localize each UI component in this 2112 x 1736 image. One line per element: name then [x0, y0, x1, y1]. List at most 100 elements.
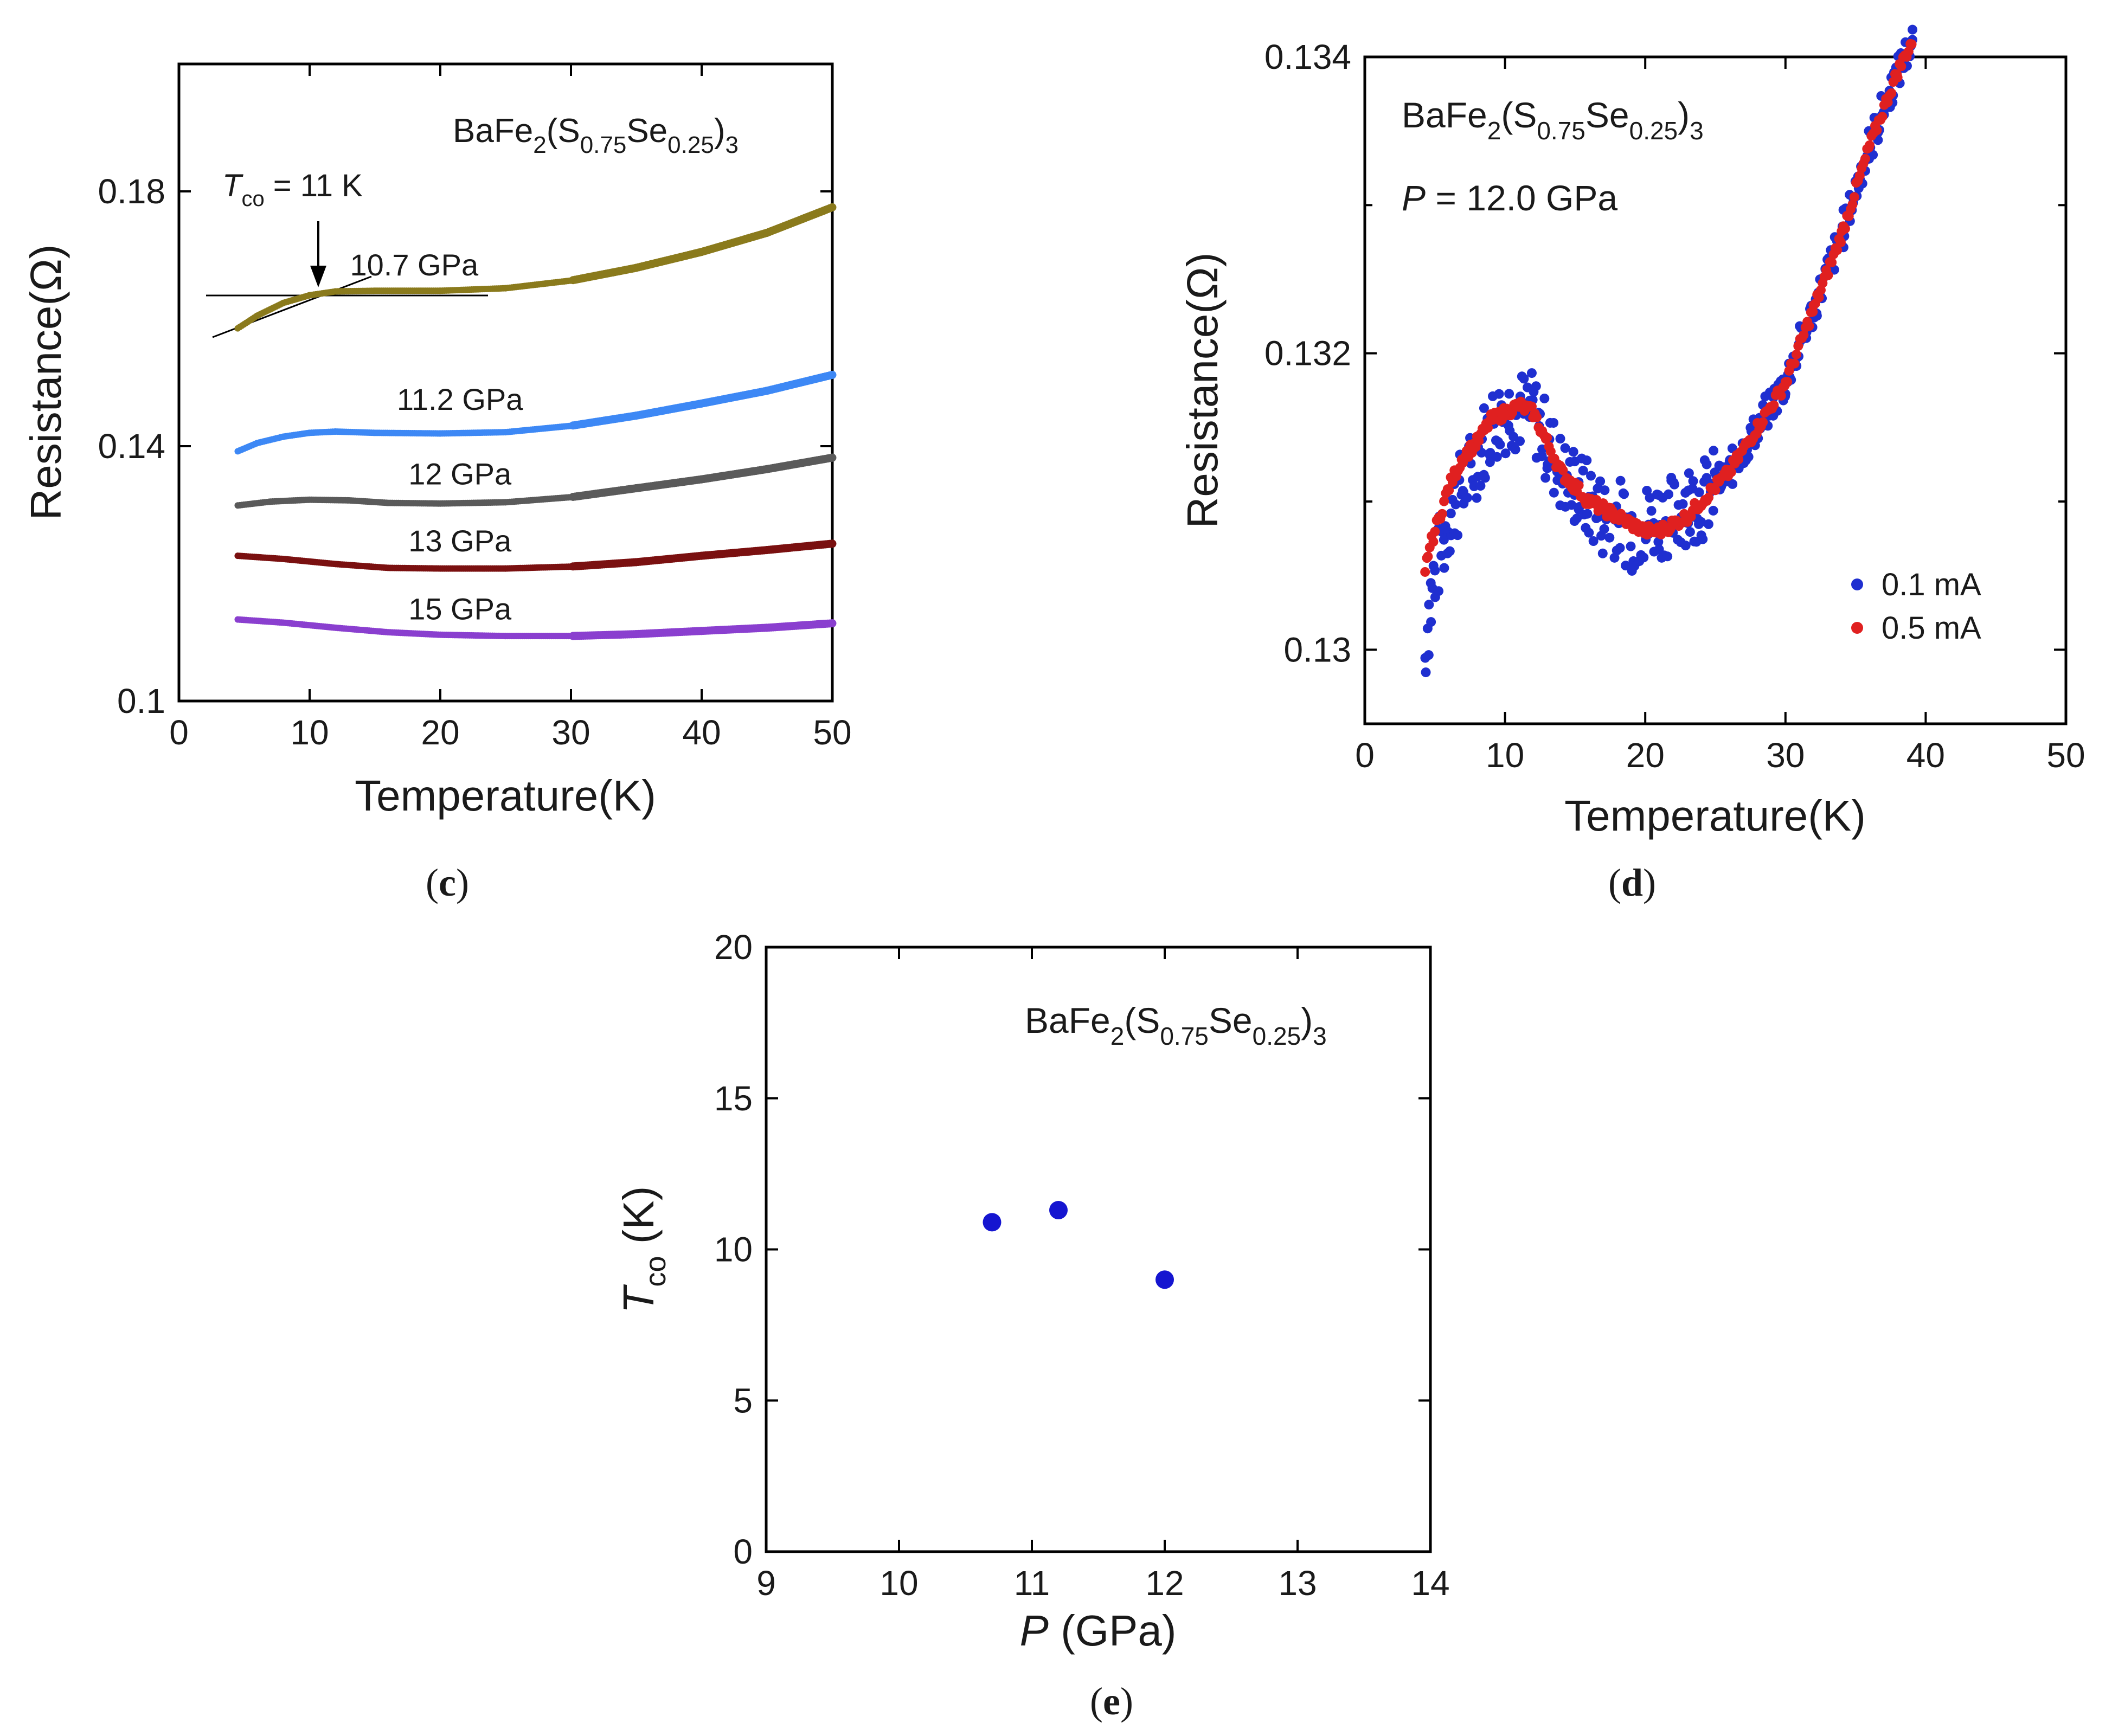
d-point-0p1ma — [1696, 517, 1706, 527]
e-compound-label: BaFe2(S0.75Se0.25)3 — [1025, 1000, 1327, 1050]
d-point-0p1ma — [1423, 650, 1434, 660]
d-point-0p5ma — [1791, 349, 1801, 359]
d-point-0p1ma — [1439, 563, 1449, 573]
d-point-0p1ma — [1519, 374, 1529, 384]
d-y-axis-label: Resistance(Ω) — [1178, 253, 1227, 529]
d-point-0p1ma — [1597, 548, 1608, 558]
c-series-label: 15 GPa — [408, 592, 512, 626]
e-x-tick-label: 13 — [1278, 1564, 1317, 1603]
c-tco-arrow-head — [310, 266, 326, 287]
d-point-0p1ma — [1567, 500, 1577, 510]
d-point-0p1ma — [1728, 479, 1738, 489]
d-point-0p5ma — [1886, 88, 1897, 98]
panel-c-x-tick-labels: 0 10 20 30 40 50 — [169, 713, 851, 752]
d-point-0p1ma — [1485, 457, 1495, 467]
d-point-0p5ma — [1444, 485, 1454, 496]
panel-c-y-tick-labels: 0.1 0.14 0.18 — [98, 172, 165, 721]
panel-c-series — [234, 203, 837, 640]
d-point-0p1ma — [1653, 537, 1664, 547]
d-point-0p5ma — [1726, 467, 1736, 478]
c-series-label: 12 GPa — [408, 457, 512, 491]
d-point-0p1ma — [1908, 24, 1918, 35]
d-point-0p1ma — [1453, 530, 1463, 541]
panel-c-ticks — [178, 64, 833, 702]
e-tco-point — [1155, 1270, 1174, 1289]
c-point-11-2-GPa — [828, 370, 837, 379]
d-point-0p1ma — [1619, 489, 1629, 499]
d-point-0p1ma — [1599, 524, 1609, 534]
d-point-0p1ma — [1462, 493, 1473, 503]
c-x-tick-label: 20 — [421, 713, 459, 752]
panel-d-y-tick-labels: 0.13 0.132 0.134 — [1264, 37, 1351, 669]
d-point-0p5ma — [1896, 61, 1906, 72]
d-x-tick-label: 10 — [1486, 736, 1524, 775]
d-point-0p1ma — [1549, 487, 1559, 498]
e-x-tick-label: 9 — [756, 1564, 776, 1603]
d-point-0p1ma — [1639, 552, 1649, 563]
d-point-0p1ma — [1426, 617, 1436, 627]
d-legend-label: 0.5 mA — [1882, 610, 1981, 646]
d-point-0p1ma — [1492, 452, 1502, 462]
c-series-label: 13 GPa — [408, 524, 512, 558]
d-point-0p5ma — [1832, 245, 1843, 255]
d-point-0p1ma — [1434, 586, 1444, 596]
d-point-0p1ma — [1708, 505, 1718, 516]
d-point-0p1ma — [1446, 508, 1456, 518]
panel-e-chart: 9 10 11 12 13 14 0 5 10 15 20 P (GPa) Tc… — [614, 928, 1450, 1723]
d-point-0p1ma — [1450, 499, 1461, 510]
panel-d-x-tick-labels: 0 10 20 30 40 50 — [1355, 736, 2085, 775]
d-point-0p5ma — [1906, 39, 1917, 49]
d-point-0p1ma — [1582, 509, 1593, 519]
d-point-0p5ma — [1799, 330, 1809, 340]
d-y-tick-label: 0.134 — [1264, 37, 1351, 76]
d-point-0p1ma — [1539, 393, 1550, 403]
d-point-0p5ma — [1704, 492, 1714, 503]
d-point-0p1ma — [1868, 150, 1878, 160]
d-point-0p1ma — [1480, 473, 1490, 483]
d-point-0p1ma — [1584, 528, 1594, 538]
d-point-0p1ma — [1595, 476, 1606, 486]
d-point-0p1ma — [1555, 434, 1565, 444]
e-y-tick-label: 10 — [714, 1230, 753, 1269]
d-point-0p1ma — [1540, 473, 1551, 483]
c-x-tick-label: 0 — [169, 713, 189, 752]
d-panel-caption: (d) — [1608, 861, 1656, 904]
d-point-0p1ma — [1702, 459, 1712, 470]
panel-d-plot-frame — [1363, 55, 2068, 725]
d-point-0p5ma — [1430, 526, 1440, 537]
d-point-0p5ma — [1782, 377, 1793, 387]
d-point-0p1ma — [1537, 451, 1547, 461]
c-y-tick-label: 0.14 — [98, 427, 165, 466]
e-x-tick-label: 10 — [880, 1564, 918, 1603]
d-point-0p1ma — [1685, 527, 1695, 537]
e-y-tick-label: 5 — [733, 1381, 753, 1420]
d-point-0p1ma — [1495, 439, 1505, 449]
c-x-tick-label: 10 — [290, 713, 329, 752]
d-point-0p1ma — [1526, 368, 1537, 378]
d-point-0p5ma — [1877, 112, 1888, 122]
d-point-0p1ma — [1458, 486, 1468, 496]
d-point-0p5ma — [1532, 412, 1542, 422]
d-point-0p1ma — [1600, 485, 1610, 496]
c-point-10-7-GPa — [828, 203, 837, 211]
d-point-0p5ma — [1892, 72, 1903, 82]
e-x-tick-label: 12 — [1145, 1564, 1184, 1603]
c-series-label: 10.7 GPa — [350, 248, 478, 282]
d-point-0p1ma — [1703, 519, 1713, 529]
c-tco-annotation: Tco = 11 K — [222, 168, 363, 211]
c-point-12-GPa — [828, 453, 837, 462]
panel-e-ticks — [765, 946, 1431, 1553]
d-point-0p1ma — [1680, 541, 1691, 551]
d-point-0p5ma — [1439, 496, 1449, 506]
d-point-0p5ma — [1574, 480, 1584, 491]
d-point-0p5ma — [1437, 509, 1447, 519]
d-point-0p1ma — [1472, 493, 1482, 503]
e-y-tick-label: 0 — [733, 1532, 753, 1571]
e-y-tick-label: 15 — [714, 1079, 753, 1118]
d-point-0p5ma — [1814, 292, 1824, 303]
d-legend: 0.1 mA 0.5 mA — [1851, 567, 1981, 646]
d-x-tick-label: 30 — [1766, 736, 1805, 775]
c-x-tick-label: 40 — [682, 713, 721, 752]
c-y-tick-label: 0.1 — [117, 681, 165, 721]
d-point-0p1ma — [1588, 536, 1599, 546]
